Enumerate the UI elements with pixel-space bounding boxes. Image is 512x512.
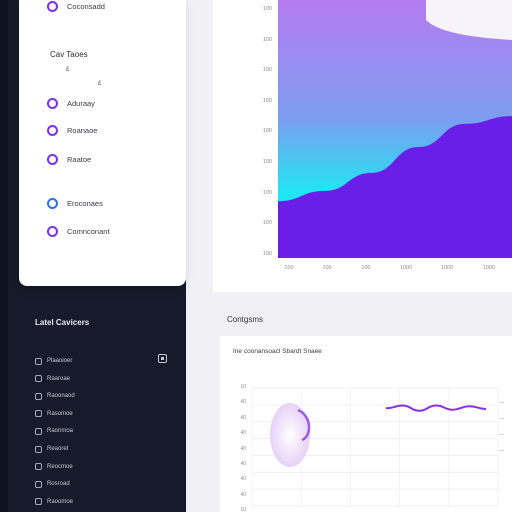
- list-title: Latel Cavicers: [35, 318, 90, 327]
- y-tick-label: 40: [240, 491, 246, 498]
- checkbox-icon[interactable]: [35, 463, 42, 471]
- list-item[interactable]: Reocmoe: [35, 462, 73, 472]
- settings-item-top[interactable]: Coconsadd: [47, 0, 105, 13]
- list-item-label: Rasomoe: [47, 410, 73, 417]
- list-item[interactable]: Plaaoioer: [35, 356, 72, 366]
- checkbox-icon[interactable]: [35, 498, 42, 506]
- settings-item-label: Aduraay: [67, 98, 95, 108]
- y-tick-label: 100: [262, 97, 272, 104]
- legend-label: —: [499, 416, 504, 422]
- legend-label: —: [499, 448, 504, 454]
- bubble-accent: [297, 408, 311, 442]
- settings-item-label: Eroconaes: [67, 198, 103, 208]
- y-tick-label: 100: [262, 6, 272, 12]
- checkbox-icon[interactable]: [35, 375, 42, 383]
- settings-subtext: £: [66, 67, 70, 73]
- checkbox-icon[interactable]: [35, 392, 42, 400]
- radio-icon: [47, 0, 58, 12]
- settings-item-label: Comnconant: [67, 226, 110, 236]
- x-tick-label: 100: [284, 265, 294, 271]
- y-tick-label: 40: [240, 414, 246, 421]
- list-item-label: Raoonaod: [47, 393, 75, 400]
- y-tick-label: 100: [262, 189, 272, 196]
- area-series-lower: [278, 116, 512, 258]
- settings-item-2[interactable]: Roanaoe: [47, 123, 97, 137]
- y-tick-label: 10: [240, 384, 246, 390]
- radio-icon: [47, 124, 58, 136]
- settings-item-label: Roanaoe: [67, 125, 98, 135]
- settings-item-4[interactable]: Eroconaes: [47, 196, 103, 210]
- y-tick-label: 100: [262, 220, 272, 227]
- radio-icon: [47, 153, 58, 165]
- list-item-label: Raonmoa: [47, 428, 74, 435]
- settings-heading: Cav Taoes: [50, 50, 88, 59]
- checkbox-icon[interactable]: [35, 427, 42, 435]
- list-item[interactable]: Rasomoe: [35, 409, 73, 419]
- line-series: [385, 404, 487, 412]
- line-chart-subtitle: Ine coonansoacl Sbardt Snaee: [233, 348, 322, 355]
- chart-overlay: [426, 0, 512, 40]
- radio-icon: [47, 97, 58, 109]
- settings-item-3[interactable]: Raatoe: [47, 152, 91, 166]
- checkbox-icon[interactable]: [35, 357, 42, 365]
- y-tick-label: 100: [262, 250, 272, 257]
- list-item[interactable]: Raoonaod: [35, 391, 75, 401]
- list-item[interactable]: Reaoret: [35, 444, 68, 454]
- list-item-label: Raaroae: [47, 375, 71, 382]
- settings-subtext: £: [98, 81, 102, 87]
- x-tick-label: 100: [322, 265, 332, 271]
- line-chart-card: [220, 336, 512, 512]
- y-tick-label: 40: [240, 476, 246, 483]
- rail-strip: [0, 0, 8, 512]
- radio-icon: [47, 225, 58, 237]
- x-tick-label: 1000: [482, 265, 496, 271]
- y-tick-label: 40: [240, 430, 246, 437]
- y-tick-label: 100: [262, 36, 272, 43]
- y-tick-label: 40: [240, 445, 246, 452]
- legend-label: —: [499, 432, 504, 438]
- settings-item-1[interactable]: Aduraay: [47, 96, 95, 110]
- settings-card: Coconsadd Cav Taoes £ £ Aduraay Roanaoe …: [19, 0, 186, 286]
- list-item[interactable]: Rosroad: [35, 479, 70, 489]
- y-tick-label: 10: [240, 507, 246, 512]
- list-item[interactable]: Raaroae: [35, 374, 70, 384]
- x-tick-label: 1000: [440, 265, 454, 271]
- checkbox-icon[interactable]: [35, 480, 42, 488]
- expand-toggle-icon[interactable]: [158, 354, 167, 363]
- list-item-label: Rosroad: [47, 481, 70, 488]
- x-tick-label: 1000: [399, 265, 413, 271]
- list-item-label: Reocmoe: [47, 463, 73, 470]
- bottom-section-title: Contgsms: [227, 315, 264, 324]
- settings-item-label: Raatoe: [67, 154, 92, 164]
- legend-label: —: [499, 400, 504, 406]
- settings-item-label: Coconsadd: [67, 1, 105, 11]
- y-tick-label: 100: [262, 128, 272, 135]
- settings-item-5[interactable]: Comnconant: [47, 224, 110, 238]
- y-tick-label: 100: [262, 159, 272, 165]
- y-tick-label: 40: [240, 399, 246, 406]
- x-tick-label: 100: [361, 265, 371, 271]
- y-tick-label: 100: [262, 67, 272, 74]
- radio-icon: [47, 197, 58, 209]
- bubble-mark: [270, 403, 310, 467]
- checkbox-icon[interactable]: [35, 410, 42, 418]
- list-item-label: Raoomoe: [47, 498, 74, 505]
- y-tick-label: 40: [240, 461, 246, 467]
- checkbox-icon[interactable]: [35, 445, 42, 453]
- list-item-label: Plaaoioer: [47, 358, 73, 364]
- list-item[interactable]: Raonmoa: [35, 426, 73, 436]
- list-item[interactable]: Raoomoe: [35, 497, 73, 507]
- list-item-label: Reaoret: [47, 446, 69, 452]
